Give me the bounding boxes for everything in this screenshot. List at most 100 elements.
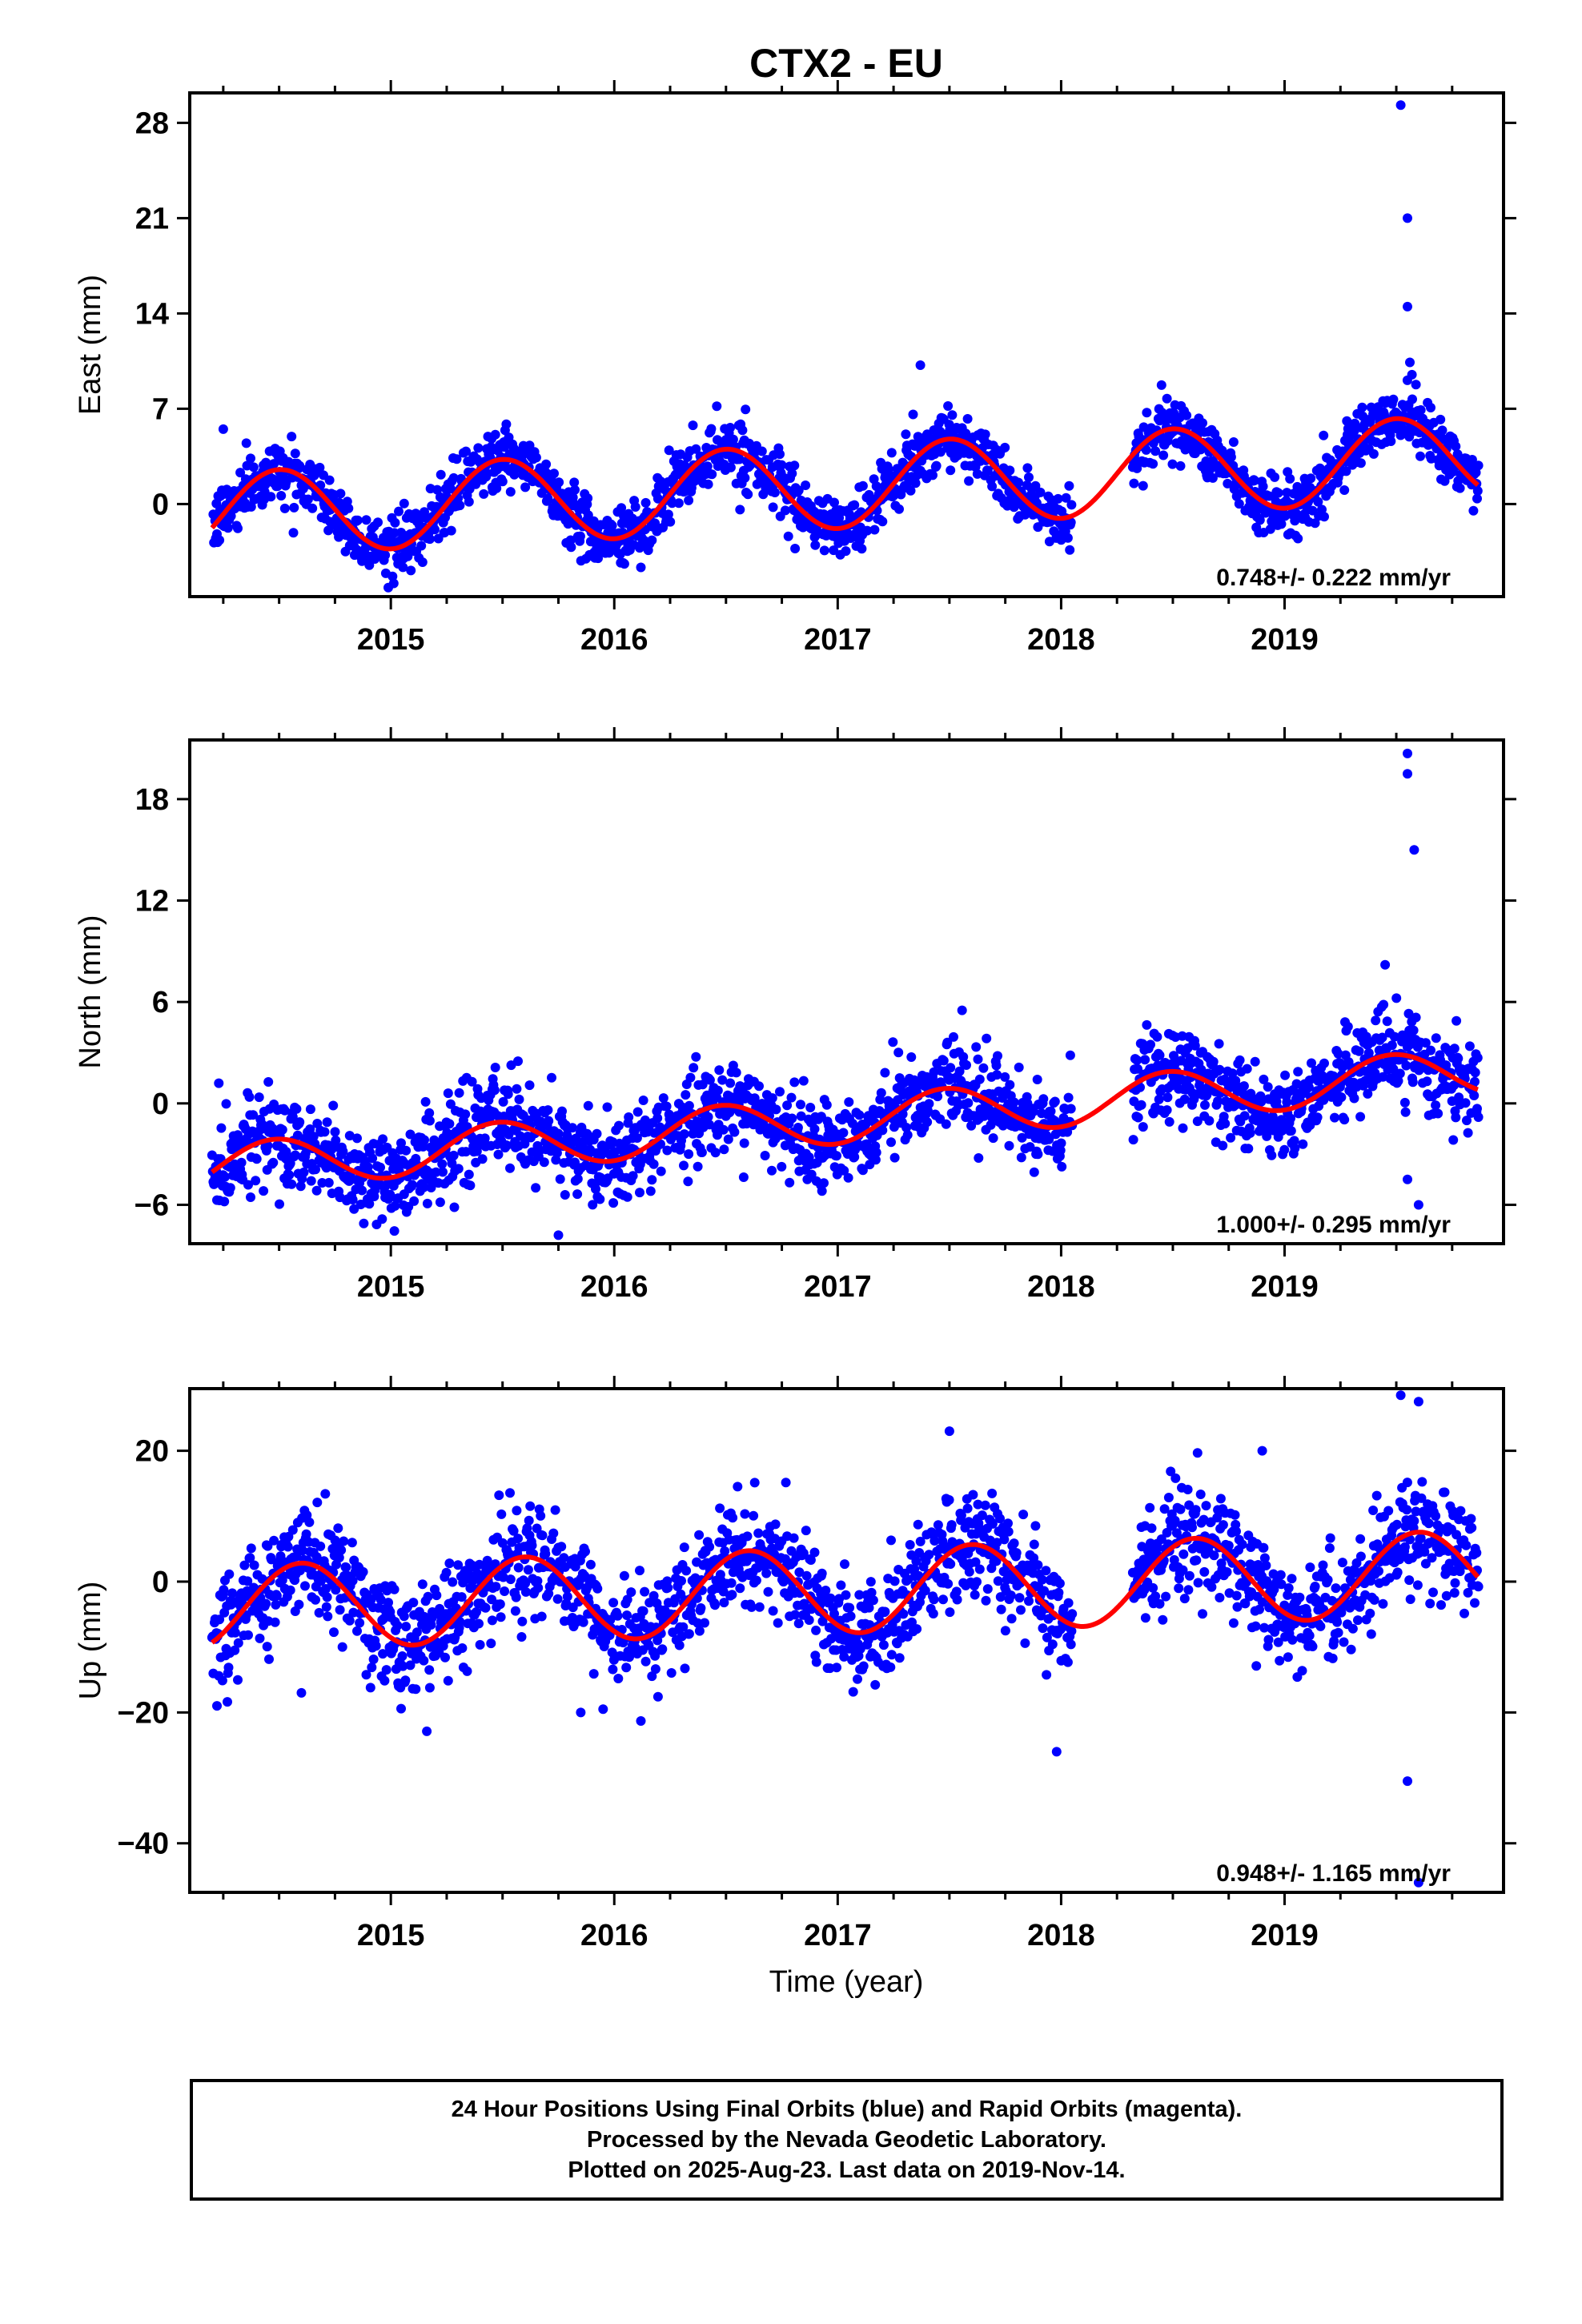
up-data-point (333, 1523, 343, 1534)
east-data-point (1341, 466, 1351, 476)
up-data-point (261, 1598, 271, 1609)
up-data-point (982, 1584, 993, 1594)
north-data-point (1431, 1100, 1441, 1111)
east-data-point (728, 434, 738, 444)
up-data-point (455, 1617, 465, 1627)
north-data-point (512, 1084, 522, 1094)
north-data-point (287, 1179, 297, 1189)
north-data-point (1449, 1043, 1460, 1054)
north-data-point (718, 1124, 729, 1135)
east-data-point (768, 502, 778, 513)
up-data-point (845, 1611, 856, 1622)
north-data-point (949, 1031, 958, 1042)
up-data-point (952, 1594, 962, 1605)
north-data-point (1472, 1052, 1483, 1063)
north-data-point (448, 1150, 459, 1160)
north-data-point (1033, 1149, 1043, 1160)
up-data-point (848, 1687, 858, 1697)
north-data-point (993, 1051, 1002, 1061)
up-data-point (517, 1616, 528, 1626)
east-data-point (1000, 442, 1010, 452)
east-data-point (1062, 533, 1073, 543)
up-data-point (424, 1683, 435, 1693)
north-data-point (1395, 1068, 1405, 1079)
north-data-point (614, 1120, 624, 1131)
up-data-point (321, 1602, 331, 1612)
north-data-point (295, 1181, 306, 1192)
east-data-point (1472, 486, 1483, 496)
up-data-point (556, 1542, 567, 1552)
north-data-point (839, 1165, 849, 1176)
east-data-point (549, 468, 559, 479)
up-data-point (472, 1606, 481, 1617)
north-data-point (284, 1170, 295, 1180)
north-data-point (420, 1096, 431, 1107)
up-data-point (970, 1557, 981, 1567)
north-data-point (246, 1192, 255, 1202)
north-data-point (1219, 1112, 1229, 1122)
east-data-point (636, 562, 646, 573)
east-data-point (1270, 472, 1280, 482)
up-data-point (230, 1645, 240, 1655)
north-data-point (308, 1132, 319, 1142)
east-data-point (479, 489, 489, 499)
up-data-point (679, 1542, 689, 1553)
east-data-point (1435, 414, 1446, 424)
up-data-point (217, 1675, 227, 1686)
up-data-point (880, 1606, 890, 1617)
east-frame (188, 91, 1505, 598)
north-data-point (1389, 1031, 1399, 1042)
up-data-point (580, 1546, 590, 1557)
north-data-point (1286, 1126, 1296, 1136)
east-data-point (1022, 463, 1033, 473)
up-data-point (973, 1499, 983, 1510)
up-data-point (946, 1559, 956, 1569)
up-data-point (285, 1585, 295, 1595)
up-data-point (513, 1562, 524, 1573)
east-data-point (497, 476, 508, 487)
north-data-point (703, 1112, 713, 1122)
east-data-point (777, 460, 787, 470)
north-data-point (1343, 1057, 1354, 1068)
up-data-point (223, 1663, 234, 1673)
east-data-point (616, 503, 627, 513)
east-data-point (987, 481, 998, 492)
north-data-point (886, 1137, 896, 1148)
up-data-point (401, 1622, 412, 1632)
north-data-point (547, 1072, 556, 1083)
up-data-point (878, 1640, 889, 1651)
east-data-point (566, 542, 576, 553)
east-data-point (964, 476, 974, 486)
east-data-point (905, 485, 916, 496)
north-data-point (652, 1113, 663, 1124)
up-data-point (487, 1615, 497, 1626)
north-data-point (647, 1175, 657, 1185)
up-data-point (257, 1574, 267, 1584)
up-data-point (945, 1607, 955, 1618)
north-data-point (942, 1037, 953, 1047)
east-data-point (829, 497, 839, 508)
east-data-point (1357, 402, 1367, 412)
up-data-point (270, 1617, 280, 1627)
north-data-point (377, 1214, 387, 1224)
east-data-point (343, 503, 354, 513)
north-data-point (1377, 1032, 1387, 1043)
east-data-point (290, 448, 300, 459)
up-data-point (621, 1663, 632, 1673)
up-data-point (907, 1617, 917, 1627)
north-data-point (1336, 1092, 1347, 1103)
east-data-point (287, 432, 297, 442)
east-data-point (857, 544, 867, 554)
east-data-point (691, 444, 701, 454)
up-data-point (215, 1614, 225, 1625)
north-data-point (263, 1077, 274, 1087)
north-data-point (1399, 1097, 1410, 1108)
north-x-tick-label: 2018 (1027, 1270, 1095, 1304)
up-data-point (300, 1581, 310, 1591)
up-data-point (550, 1505, 560, 1515)
east-data-point (962, 414, 973, 424)
east-data-point (684, 495, 694, 505)
north-data-point (796, 1100, 805, 1110)
up-data-point (853, 1674, 862, 1684)
up-data-point (482, 1555, 492, 1566)
